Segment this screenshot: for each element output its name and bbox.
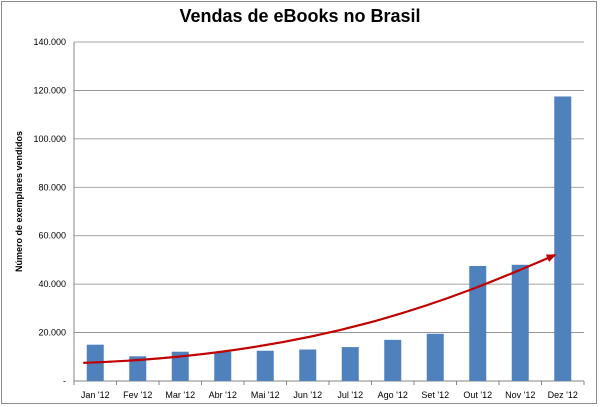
y-tick-label: - — [63, 376, 66, 386]
bar — [299, 349, 317, 381]
y-tick-label: 80.000 — [38, 182, 66, 192]
bars — [86, 96, 572, 381]
x-tick-label: Fev '12 — [123, 390, 152, 400]
y-axis-label: Número de exemplares vendidos — [14, 131, 24, 272]
bar — [341, 347, 359, 381]
bar — [469, 265, 487, 381]
x-tick-label: Abr '12 — [209, 390, 237, 400]
y-tick-label: 40.000 — [38, 279, 66, 289]
y-tick-label: 100.000 — [33, 134, 66, 144]
bar — [426, 333, 444, 381]
x-tick-label: Out '12 — [463, 390, 492, 400]
x-tick-label: Jul '12 — [337, 390, 363, 400]
x-tick-label: Mai '12 — [251, 390, 280, 400]
x-tick-label: Jun '12 — [293, 390, 322, 400]
bar — [384, 339, 402, 381]
y-tick-labels: - 20.000 40.000 60.000 80.000 100.000 120.000 1… — [33, 37, 66, 386]
grid-lines — [74, 41, 584, 333]
y-tick-label: 20.000 — [38, 328, 66, 338]
bar — [554, 96, 572, 381]
bar — [511, 264, 529, 381]
bar — [256, 350, 274, 381]
x-tick-label: Set '12 — [421, 390, 449, 400]
y-tick-label: 120.000 — [33, 85, 66, 95]
trend-arrow — [83, 254, 557, 364]
x-tick-labels: Jan '12 Fev '12 Mar '12 Abr '12 Mai '12 Jun '… — [73, 381, 585, 400]
bar — [214, 351, 232, 381]
bar — [171, 351, 189, 381]
y-tick-label: 140.000 — [33, 37, 66, 47]
x-tick-label: Ago '12 — [378, 390, 408, 400]
bar — [129, 356, 147, 381]
x-tick-label: Nov '12 — [505, 390, 535, 400]
chart-title: Vendas de eBooks no Brasil — [179, 6, 421, 26]
x-tick-label: Mar '12 — [165, 390, 195, 400]
x-tick-label: Dez '12 — [548, 390, 578, 400]
x-tick-label: Jan '12 — [81, 390, 110, 400]
y-tick-label: 60.000 — [38, 231, 66, 241]
